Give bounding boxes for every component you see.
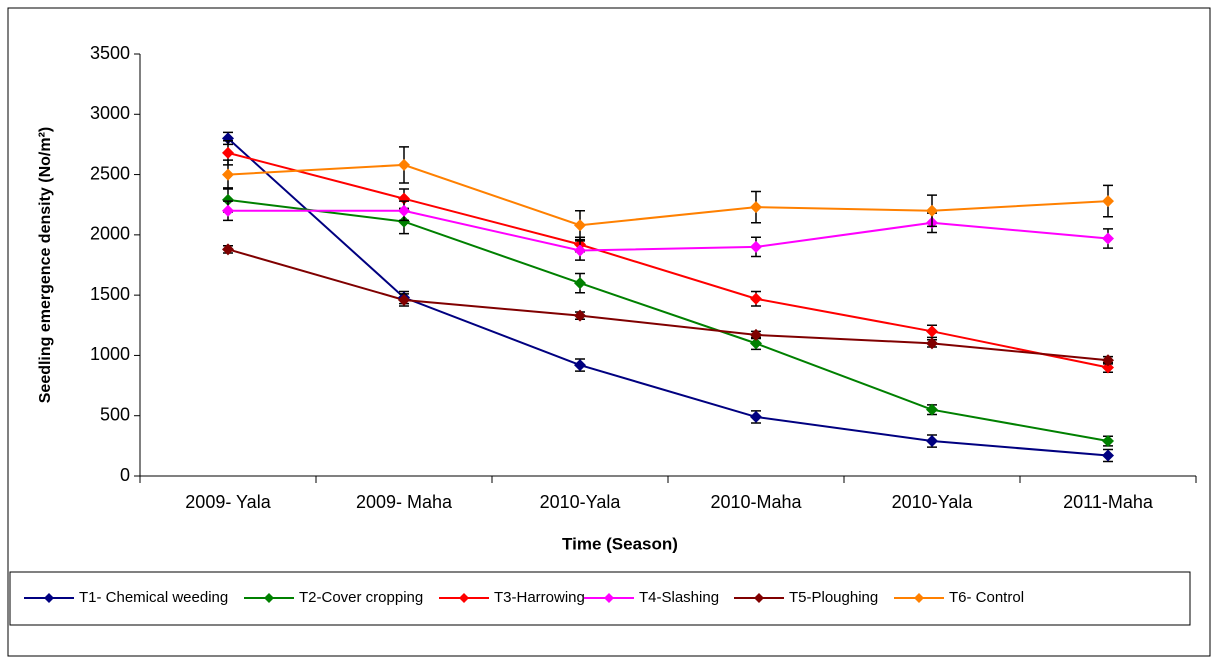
data-point (1102, 232, 1114, 245)
data-point (1102, 449, 1114, 462)
x-tick-label: 2011-Maha (1063, 492, 1154, 512)
series-line (228, 209, 1109, 252)
series-line (227, 151, 1109, 369)
data-point (222, 243, 234, 256)
data-point (1102, 354, 1114, 367)
y-tick-label: 500 (100, 404, 130, 424)
data-point (750, 337, 762, 350)
x-tick-label: 2009- Yala (185, 492, 271, 512)
data-point (222, 204, 234, 217)
y-tick-label: 2500 (90, 163, 130, 183)
x-axis-title: Time (Season) (562, 534, 678, 553)
legend-marker (264, 593, 274, 603)
x-tick-label: 2010-Yala (892, 492, 974, 512)
x-tick-label: 2009- Maha (356, 492, 453, 512)
y-tick-label: 0 (120, 465, 130, 485)
data-point (574, 359, 586, 372)
series-line (227, 248, 1109, 362)
data-point (750, 201, 762, 214)
data-point (750, 328, 762, 341)
y-tick-label: 3000 (90, 103, 130, 123)
x-tick-label: 2010-Yala (540, 492, 622, 512)
data-point (926, 204, 938, 217)
data-point (574, 219, 586, 232)
y-tick-label: 1500 (90, 284, 130, 304)
legend-label: T1- Chemical weeding (79, 589, 228, 606)
series-line (227, 163, 1109, 227)
y-tick-label: 1000 (90, 344, 130, 364)
data-point (750, 292, 762, 305)
y-tick-label: 2000 (90, 224, 130, 244)
legend-label: T5-Ploughing (789, 589, 878, 606)
legend-label: T3-Harrowing (494, 589, 585, 606)
data-point (398, 158, 410, 171)
data-point (398, 293, 410, 306)
y-tick-label: 3500 (90, 43, 130, 63)
data-point (750, 240, 762, 253)
data-point (574, 244, 586, 257)
y-axis-title: Seedling emergence density (No/m²) (37, 127, 54, 404)
data-point (574, 277, 586, 290)
data-point (1102, 195, 1114, 208)
data-point (398, 204, 410, 217)
data-point (222, 146, 234, 159)
legend-label: T6- Control (949, 589, 1024, 606)
x-tick-label: 2010-Maha (710, 492, 802, 512)
series-line (227, 137, 1109, 457)
legend-marker (459, 593, 469, 603)
legend-marker (44, 593, 54, 603)
legend-label: T2-Cover cropping (299, 589, 423, 606)
series-line (227, 198, 1109, 443)
data-point (926, 435, 938, 448)
data-point (750, 410, 762, 423)
data-point (574, 309, 586, 322)
data-point (222, 193, 234, 206)
data-point (222, 168, 234, 181)
legend-marker (914, 593, 924, 603)
data-point (1102, 435, 1114, 448)
data-point (926, 403, 938, 416)
data-point (398, 215, 410, 228)
legend-marker (754, 593, 764, 603)
data-point (926, 325, 938, 338)
data-point (926, 337, 938, 350)
legend-marker (604, 593, 614, 603)
legend-label: T4-Slashing (639, 589, 719, 606)
chart-border (7, 7, 1211, 657)
